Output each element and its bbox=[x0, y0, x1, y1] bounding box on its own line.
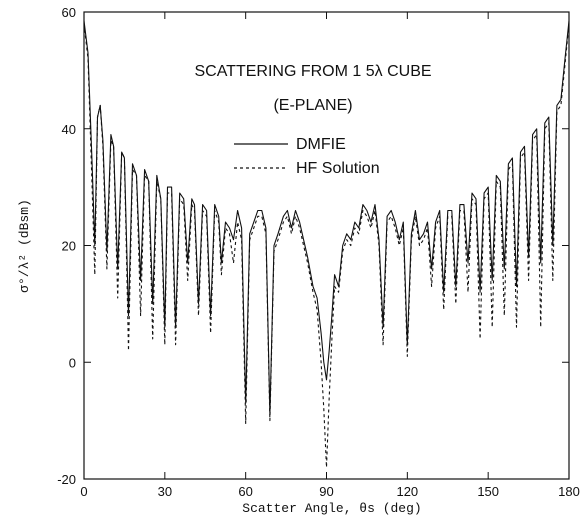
y-tick-label: 40 bbox=[62, 122, 76, 137]
x-tick-label: 120 bbox=[396, 484, 418, 499]
plot-border bbox=[83, 11, 570, 480]
ticks-layer: 0 30 60 90 120 150 180 -20 0 20 40 60 bbox=[57, 5, 580, 499]
x-tick-label: 0 bbox=[80, 484, 87, 499]
x-tick-label: 60 bbox=[238, 484, 252, 499]
legend-label-dmfie: DMFIE bbox=[296, 136, 346, 153]
series-line-hf-solution bbox=[83, 23, 570, 468]
x-tick-label: 30 bbox=[158, 484, 172, 499]
x-tick-label: 180 bbox=[558, 484, 580, 499]
x-tick-label: 150 bbox=[477, 484, 499, 499]
y-tick-label: -20 bbox=[57, 472, 76, 487]
legend-label-hf-solution: HF Solution bbox=[296, 160, 380, 177]
x-tick-label: 90 bbox=[319, 484, 333, 499]
y-tick-label: 20 bbox=[62, 239, 76, 254]
chart-subtitle: (E-PLANE) bbox=[273, 97, 352, 114]
y-tick-label: 60 bbox=[62, 5, 76, 20]
plot-frame bbox=[83, 11, 570, 480]
chart-title: SCATTERING FROM 1 5λ CUBE bbox=[194, 63, 431, 80]
series-layer bbox=[83, 20, 570, 468]
x-axis-title: Scatter Angle, θs (deg) bbox=[242, 501, 421, 516]
y-tick-label: 0 bbox=[69, 355, 76, 370]
legend: DMFIE HF Solution bbox=[234, 136, 380, 177]
y-axis-title: σ°/λ² (dBsm) bbox=[17, 199, 32, 293]
